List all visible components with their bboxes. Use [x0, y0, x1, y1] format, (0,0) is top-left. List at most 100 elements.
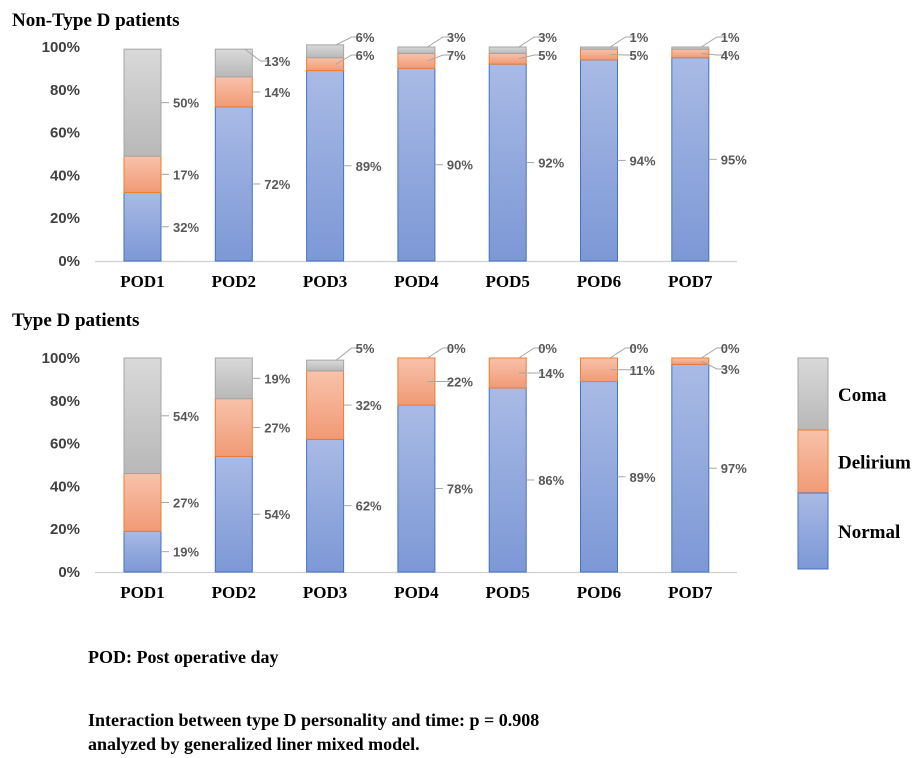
- bar-normal-pod7: [671, 363, 710, 573]
- bar-coma-pod2: [214, 48, 253, 78]
- bar-delirium-pod3: [306, 57, 345, 72]
- data-label-normal-pod4: 78%: [447, 482, 473, 497]
- bar-normal-pod3: [306, 438, 345, 573]
- interaction-note-line2: analyzed by generalized liner mixed mode…: [88, 734, 420, 754]
- data-label-leader-line: [335, 54, 362, 65]
- data-label-leader-line: [610, 53, 636, 56]
- data-label-normal-pod5: 86%: [538, 473, 564, 488]
- bar-delirium-pod2: [214, 76, 253, 108]
- y-tick-label: 20%: [50, 210, 80, 227]
- bar-normal-pod6: [580, 381, 618, 573]
- pod-definition-note: POD: Post operative day: [88, 647, 279, 667]
- data-label-normal-pod3: 89%: [356, 159, 382, 174]
- data-label-delirium-pod5: 14%: [538, 366, 564, 381]
- chart-type-d: Type D patients 0% 20% 40% 60% 80% 100% 19% 27%…: [12, 310, 747, 602]
- x-tick-label-pod3: POD3: [303, 583, 347, 602]
- bar-coma-pod3: [306, 359, 345, 372]
- data-label-normal-pod4: 90%: [447, 158, 473, 173]
- data-label-coma-pod2: 13%: [264, 54, 290, 69]
- data-label-coma-pod6: 0%: [630, 341, 649, 356]
- data-label-coma-pod6: 1%: [630, 30, 649, 45]
- data-label-delirium-pod2: 14%: [264, 85, 290, 100]
- x-tick-label-pod7: POD7: [668, 583, 713, 602]
- data-label-delirium-pod4: 7%: [447, 48, 466, 63]
- interaction-note-line1: Interaction between type D personality a…: [88, 710, 540, 730]
- data-label-leader-line: [701, 347, 727, 359]
- bar-coma-pod6: [580, 46, 618, 50]
- data-label-leader-line: [335, 347, 362, 361]
- y-tick-label: 80%: [50, 82, 80, 99]
- y-tick-label: 60%: [50, 125, 80, 142]
- data-label-coma-pod1: 50%: [173, 96, 199, 111]
- data-label-delirium-pod3: 32%: [356, 398, 382, 413]
- data-label-coma-pod7: 0%: [721, 341, 740, 356]
- data-label-normal-pod7: 95%: [721, 152, 747, 167]
- data-label-leader-line: [427, 347, 453, 359]
- bar-coma-pod3: [306, 44, 345, 59]
- y-tick-label: 20%: [50, 521, 80, 538]
- chart-title-type-d: Type D patients: [12, 310, 139, 331]
- y-tick-label: 40%: [50, 167, 80, 184]
- data-label-leader-line: [609, 36, 636, 48]
- x-tick-label-pod4: POD4: [394, 583, 439, 602]
- data-label-leader-line: [244, 48, 271, 62]
- data-label-normal-pod2: 54%: [264, 507, 290, 522]
- data-label-leader-line: [609, 347, 636, 359]
- data-label-delirium-pod6: 11%: [630, 363, 656, 378]
- data-label-coma-pod4: 3%: [447, 30, 466, 45]
- y-tick-label: 100%: [42, 350, 80, 367]
- data-label-leader-line: [701, 360, 727, 370]
- data-label-normal-pod2: 72%: [264, 177, 290, 192]
- bar-coma-pod5: [488, 46, 527, 54]
- data-label-coma-pod4: 0%: [447, 341, 466, 356]
- bar-coma-pod2: [214, 357, 253, 400]
- x-tick-label-pod6: POD6: [577, 583, 621, 602]
- data-label-leader-line: [427, 36, 453, 48]
- x-tick-label-pod2: POD2: [212, 583, 256, 602]
- legend-label-normal: Normal: [838, 522, 900, 543]
- bar-normal-pod4: [397, 404, 436, 573]
- bar-normal-pod7: [671, 57, 710, 262]
- y-tick-label: 100%: [42, 39, 80, 56]
- legend-label-coma: Coma: [838, 385, 887, 406]
- data-label-coma-pod5: 3%: [538, 30, 557, 45]
- bar-delirium-pod2: [214, 398, 253, 457]
- data-label-normal-pod3: 62%: [356, 499, 382, 514]
- bar-delirium-pod3: [306, 370, 345, 440]
- data-label-leader-line: [518, 54, 545, 60]
- y-tick-label: 60%: [50, 436, 80, 453]
- bar-normal-pod4: [397, 67, 436, 262]
- data-label-delirium-pod1: 27%: [173, 495, 199, 510]
- bar-normal-pod5: [488, 63, 527, 262]
- data-label-leader-line: [518, 347, 545, 359]
- data-label-normal-pod6: 94%: [630, 153, 656, 168]
- bar-delirium-pod1: [123, 155, 162, 194]
- data-label-leader-line: [701, 52, 727, 56]
- bar-coma-pod1: [123, 357, 162, 475]
- data-label-coma-pod3: 5%: [356, 341, 375, 356]
- data-label-delirium-pod7: 4%: [721, 48, 740, 63]
- bar-normal-pod1: [123, 530, 162, 573]
- data-label-delirium-pod1: 17%: [173, 167, 199, 182]
- x-tick-label-pod6: POD6: [577, 272, 621, 291]
- data-label-coma-pod2: 19%: [264, 371, 290, 386]
- bar-normal-pod2: [214, 455, 253, 573]
- x-tick-label-pod5: POD5: [486, 272, 530, 291]
- bar-delirium-pod1: [123, 473, 162, 532]
- data-label-coma-pod3: 6%: [356, 30, 375, 45]
- data-label-leader-line: [335, 36, 362, 46]
- legend-label-delirium: Delirium: [838, 453, 911, 474]
- legend-swatch-coma: [797, 357, 829, 431]
- data-label-normal-pod5: 92%: [538, 156, 564, 171]
- y-tick-label: 0%: [58, 253, 80, 270]
- data-label-normal-pod7: 97%: [721, 461, 747, 476]
- data-label-leader-line: [427, 54, 453, 62]
- bar-normal-pod6: [580, 59, 618, 262]
- bar-delirium-pod4: [397, 52, 436, 69]
- y-tick-label: 80%: [50, 393, 80, 410]
- data-label-delirium-pod2: 27%: [264, 421, 290, 436]
- data-label-delirium-pod5: 5%: [538, 48, 557, 63]
- bar-coma-pod1: [123, 48, 162, 157]
- data-label-normal-pod6: 89%: [630, 470, 656, 485]
